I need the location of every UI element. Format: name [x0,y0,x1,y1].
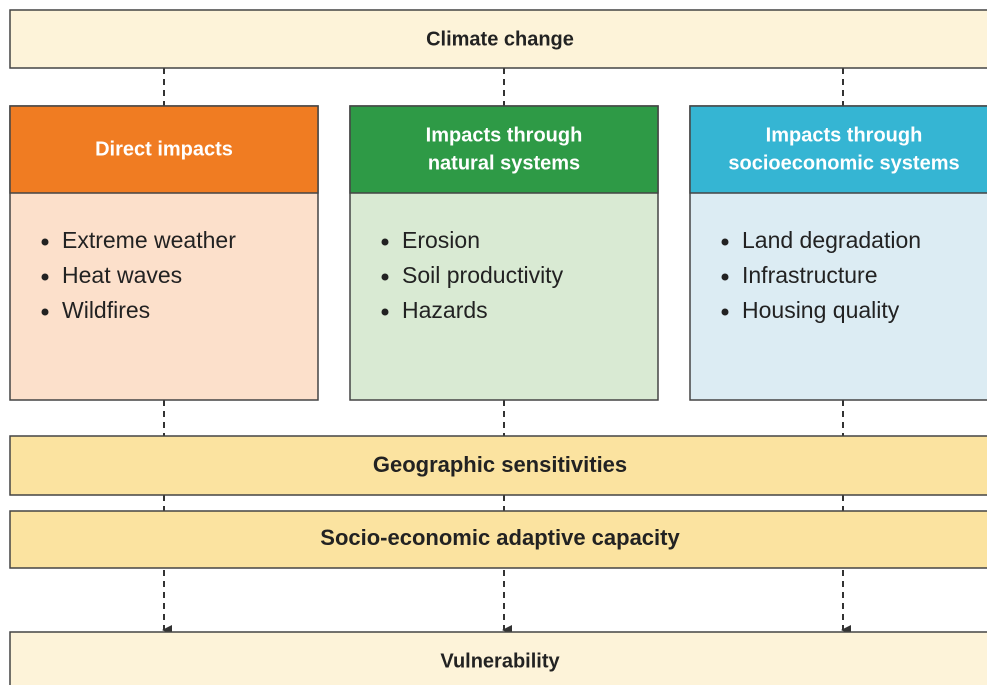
bullet [41,238,49,246]
band-title: Socio-economic adaptive capacity [320,525,680,550]
columns: Direct impacts Extreme weather Heat waves W… [9,105,987,401]
column-item: Hazards [402,297,488,323]
connectors [162,68,851,635]
band-box [9,435,987,496]
column-item: Land degradation [742,227,921,253]
bottom-title: Vulnerability [440,650,560,672]
bullet [381,308,389,316]
column-item: Infrastructure [742,262,878,288]
column-header-text: socioeconomic systems [728,152,959,174]
column-header [689,105,987,194]
column-header-text: Direct impacts [95,138,233,160]
column-header [9,105,319,194]
bullet [41,273,49,281]
bullet [721,308,729,316]
bullet [381,273,389,281]
column-item: Housing quality [742,297,900,323]
bullet [721,238,729,246]
column-item: Soil productivity [402,262,564,288]
column-header-text: natural systems [428,152,580,174]
bullet [721,273,729,281]
top-title: Climate change [426,28,574,50]
column-item: Erosion [402,227,480,253]
band-title: Geographic sensitivities [373,452,627,477]
bullet [41,308,49,316]
column-header-text: Impacts through [766,124,923,146]
column-header [349,105,659,194]
bullet [381,238,389,246]
column-item: Wildfires [62,297,150,323]
column-item: Extreme weather [62,227,236,253]
column-item: Heat waves [62,262,182,288]
top-box [9,9,987,69]
column-header-text: Impacts through [426,124,583,146]
bottom-box [9,631,987,685]
band-box [9,510,987,569]
